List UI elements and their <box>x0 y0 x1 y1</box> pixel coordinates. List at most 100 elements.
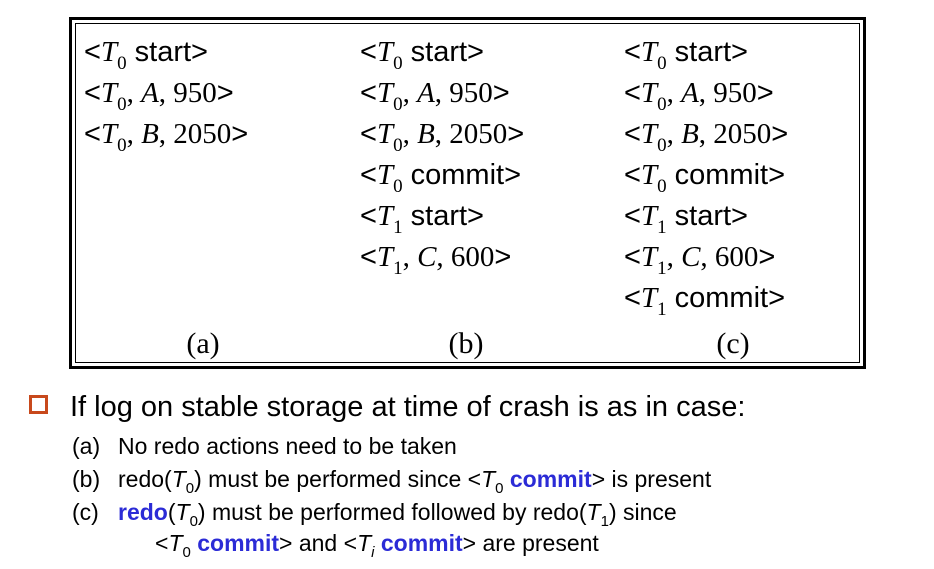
log-record-sep: , <box>402 118 418 150</box>
log-record-sep: , <box>666 77 682 109</box>
log-record: <T0, A, 950> <box>360 73 524 115</box>
case-b-txn2: T <box>481 466 496 492</box>
case-c-txn4: T <box>357 530 372 556</box>
log-record-close: > <box>771 118 789 150</box>
case-b-mid: ) must be performed since < <box>194 466 482 492</box>
log-record-open: < <box>624 159 641 191</box>
log-record-value: , 2050 <box>698 118 772 150</box>
log-record-close: > <box>507 118 525 150</box>
log-record-txn-sub: 0 <box>393 53 403 74</box>
bullet-heading: If log on stable storage at time of cras… <box>70 391 746 423</box>
log-record-close: > <box>758 241 776 273</box>
case-c-txn4-sub: i <box>371 544 375 561</box>
log-record-close: > <box>231 118 249 150</box>
log-record: <T0, B, 2050> <box>84 114 249 156</box>
log-record-item: A <box>417 77 435 109</box>
log-record-txn-sub: 0 <box>657 176 667 197</box>
log-record-txn-sub: 0 <box>117 53 127 74</box>
log-record-value: , 950 <box>434 77 493 109</box>
log-record: <T1 start> <box>624 196 788 238</box>
case-c-txn2: T <box>586 499 601 525</box>
log-record-txn: T <box>376 200 394 232</box>
log-record-txn: T <box>640 159 658 191</box>
log-record: <T0 commit> <box>360 155 524 197</box>
case-b-post: > is present <box>591 466 712 492</box>
log-record-open: < <box>84 118 101 150</box>
log-record: <T1 commit> <box>624 278 788 320</box>
log-record: <T0 commit> <box>624 155 788 197</box>
log-record-txn-sub: 1 <box>393 217 403 238</box>
case-c-redo-keyword: redo <box>118 499 168 525</box>
log-record: <T0 start> <box>624 32 788 74</box>
log-record-txn-sub: 1 <box>657 217 667 238</box>
log-record-txn: T <box>376 118 394 150</box>
log-record-txn-sub: 0 <box>117 94 127 115</box>
log-record-action: start> <box>666 200 748 232</box>
log-record-action: start> <box>126 36 208 68</box>
log-record: <T0, B, 2050> <box>360 114 525 156</box>
case-a-item: (a) No redo actions need to be taken <box>72 431 457 461</box>
log-record: <T1 start> <box>360 196 524 238</box>
log-record-txn: T <box>100 77 118 109</box>
log-record-action: start> <box>402 200 484 232</box>
log-record-item: C <box>417 241 437 273</box>
log-record-sep: , <box>126 77 142 109</box>
log-record-txn: T <box>640 200 658 232</box>
log-record-open: < <box>360 118 377 150</box>
log-record-txn: T <box>640 282 658 314</box>
log-record: <T1, C, 600> <box>624 237 788 279</box>
case-c-continuation: <T0 commit> and <Ti commit> are present <box>155 528 599 562</box>
log-record-txn-sub: 0 <box>393 135 403 156</box>
log-record-value: , 950 <box>158 77 217 109</box>
log-record-open: < <box>360 77 377 109</box>
case-c-open: ( <box>167 499 176 525</box>
log-record-action: commit> <box>666 159 786 191</box>
case-a-text: No redo actions need to be taken <box>118 433 457 459</box>
log-record-txn: T <box>100 36 118 68</box>
case-b-txn-sub: 0 <box>185 480 195 497</box>
log-record-item: B <box>417 118 435 150</box>
log-record-sep: , <box>126 118 142 150</box>
log-record-txn: T <box>640 118 658 150</box>
case-b-commit-keyword: commit <box>509 466 592 492</box>
log-figure-inner-border <box>75 23 860 363</box>
case-b-txn: T <box>171 466 186 492</box>
case-c-txn2-sub: 1 <box>600 513 609 530</box>
case-b-tag: (b) <box>72 466 101 492</box>
log-record-txn: T <box>376 36 394 68</box>
log-record-txn-sub: 0 <box>393 94 403 115</box>
case-c-item: (c) redo(T0) must be performed followed b… <box>72 497 677 531</box>
case-c-end1: ) since <box>608 499 677 525</box>
log-column-b: <T0 start> <T0, A, 950> <T0, B, 2050> <T0 c… <box>360 32 525 279</box>
log-record: <T0 start> <box>84 32 248 74</box>
case-b-item: (b) redo(T0) must be performed since <T0 … <box>72 464 711 498</box>
log-record: <T0, A, 950> <box>624 73 788 115</box>
log-record-txn-sub: 0 <box>657 135 667 156</box>
case-c-txn3: T <box>168 530 183 556</box>
log-record-item: A <box>681 77 699 109</box>
case-a-tag: (a) <box>72 433 101 459</box>
log-record-open: < <box>624 200 641 232</box>
log-record-value: , 600 <box>700 241 759 273</box>
log-record-txn: T <box>640 241 658 273</box>
log-figure-frame <box>69 17 866 369</box>
log-record-open: < <box>84 36 101 68</box>
log-record-txn-sub: 0 <box>657 53 667 74</box>
log-record-value: , 600 <box>436 241 495 273</box>
log-record-close: > <box>756 77 774 109</box>
log-record-open: < <box>360 241 377 273</box>
log-record-txn: T <box>100 118 118 150</box>
log-record-sep: , <box>666 241 682 273</box>
square-bullet-icon <box>29 395 48 414</box>
log-record-sep: , <box>666 118 682 150</box>
case-c-commit-keyword-2: commit <box>380 530 463 556</box>
log-record-sep: , <box>402 241 418 273</box>
log-record-action: commit> <box>666 282 786 314</box>
log-record-txn-sub: 0 <box>117 135 127 156</box>
log-record-close: > <box>216 77 234 109</box>
case-c-txn-sub: 0 <box>189 513 198 530</box>
log-record-item: B <box>141 118 159 150</box>
log-record-open: < <box>360 200 377 232</box>
case-c-lt: < <box>155 530 169 556</box>
log-record-txn: T <box>640 77 658 109</box>
